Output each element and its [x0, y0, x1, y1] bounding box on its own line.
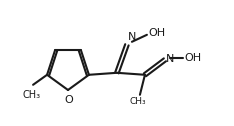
Text: O: O — [65, 95, 73, 105]
Text: CH₃: CH₃ — [130, 97, 146, 106]
Text: N: N — [128, 32, 136, 42]
Text: OH: OH — [148, 28, 165, 38]
Text: N: N — [166, 54, 174, 64]
Text: CH₃: CH₃ — [22, 90, 40, 100]
Text: OH: OH — [184, 53, 201, 63]
